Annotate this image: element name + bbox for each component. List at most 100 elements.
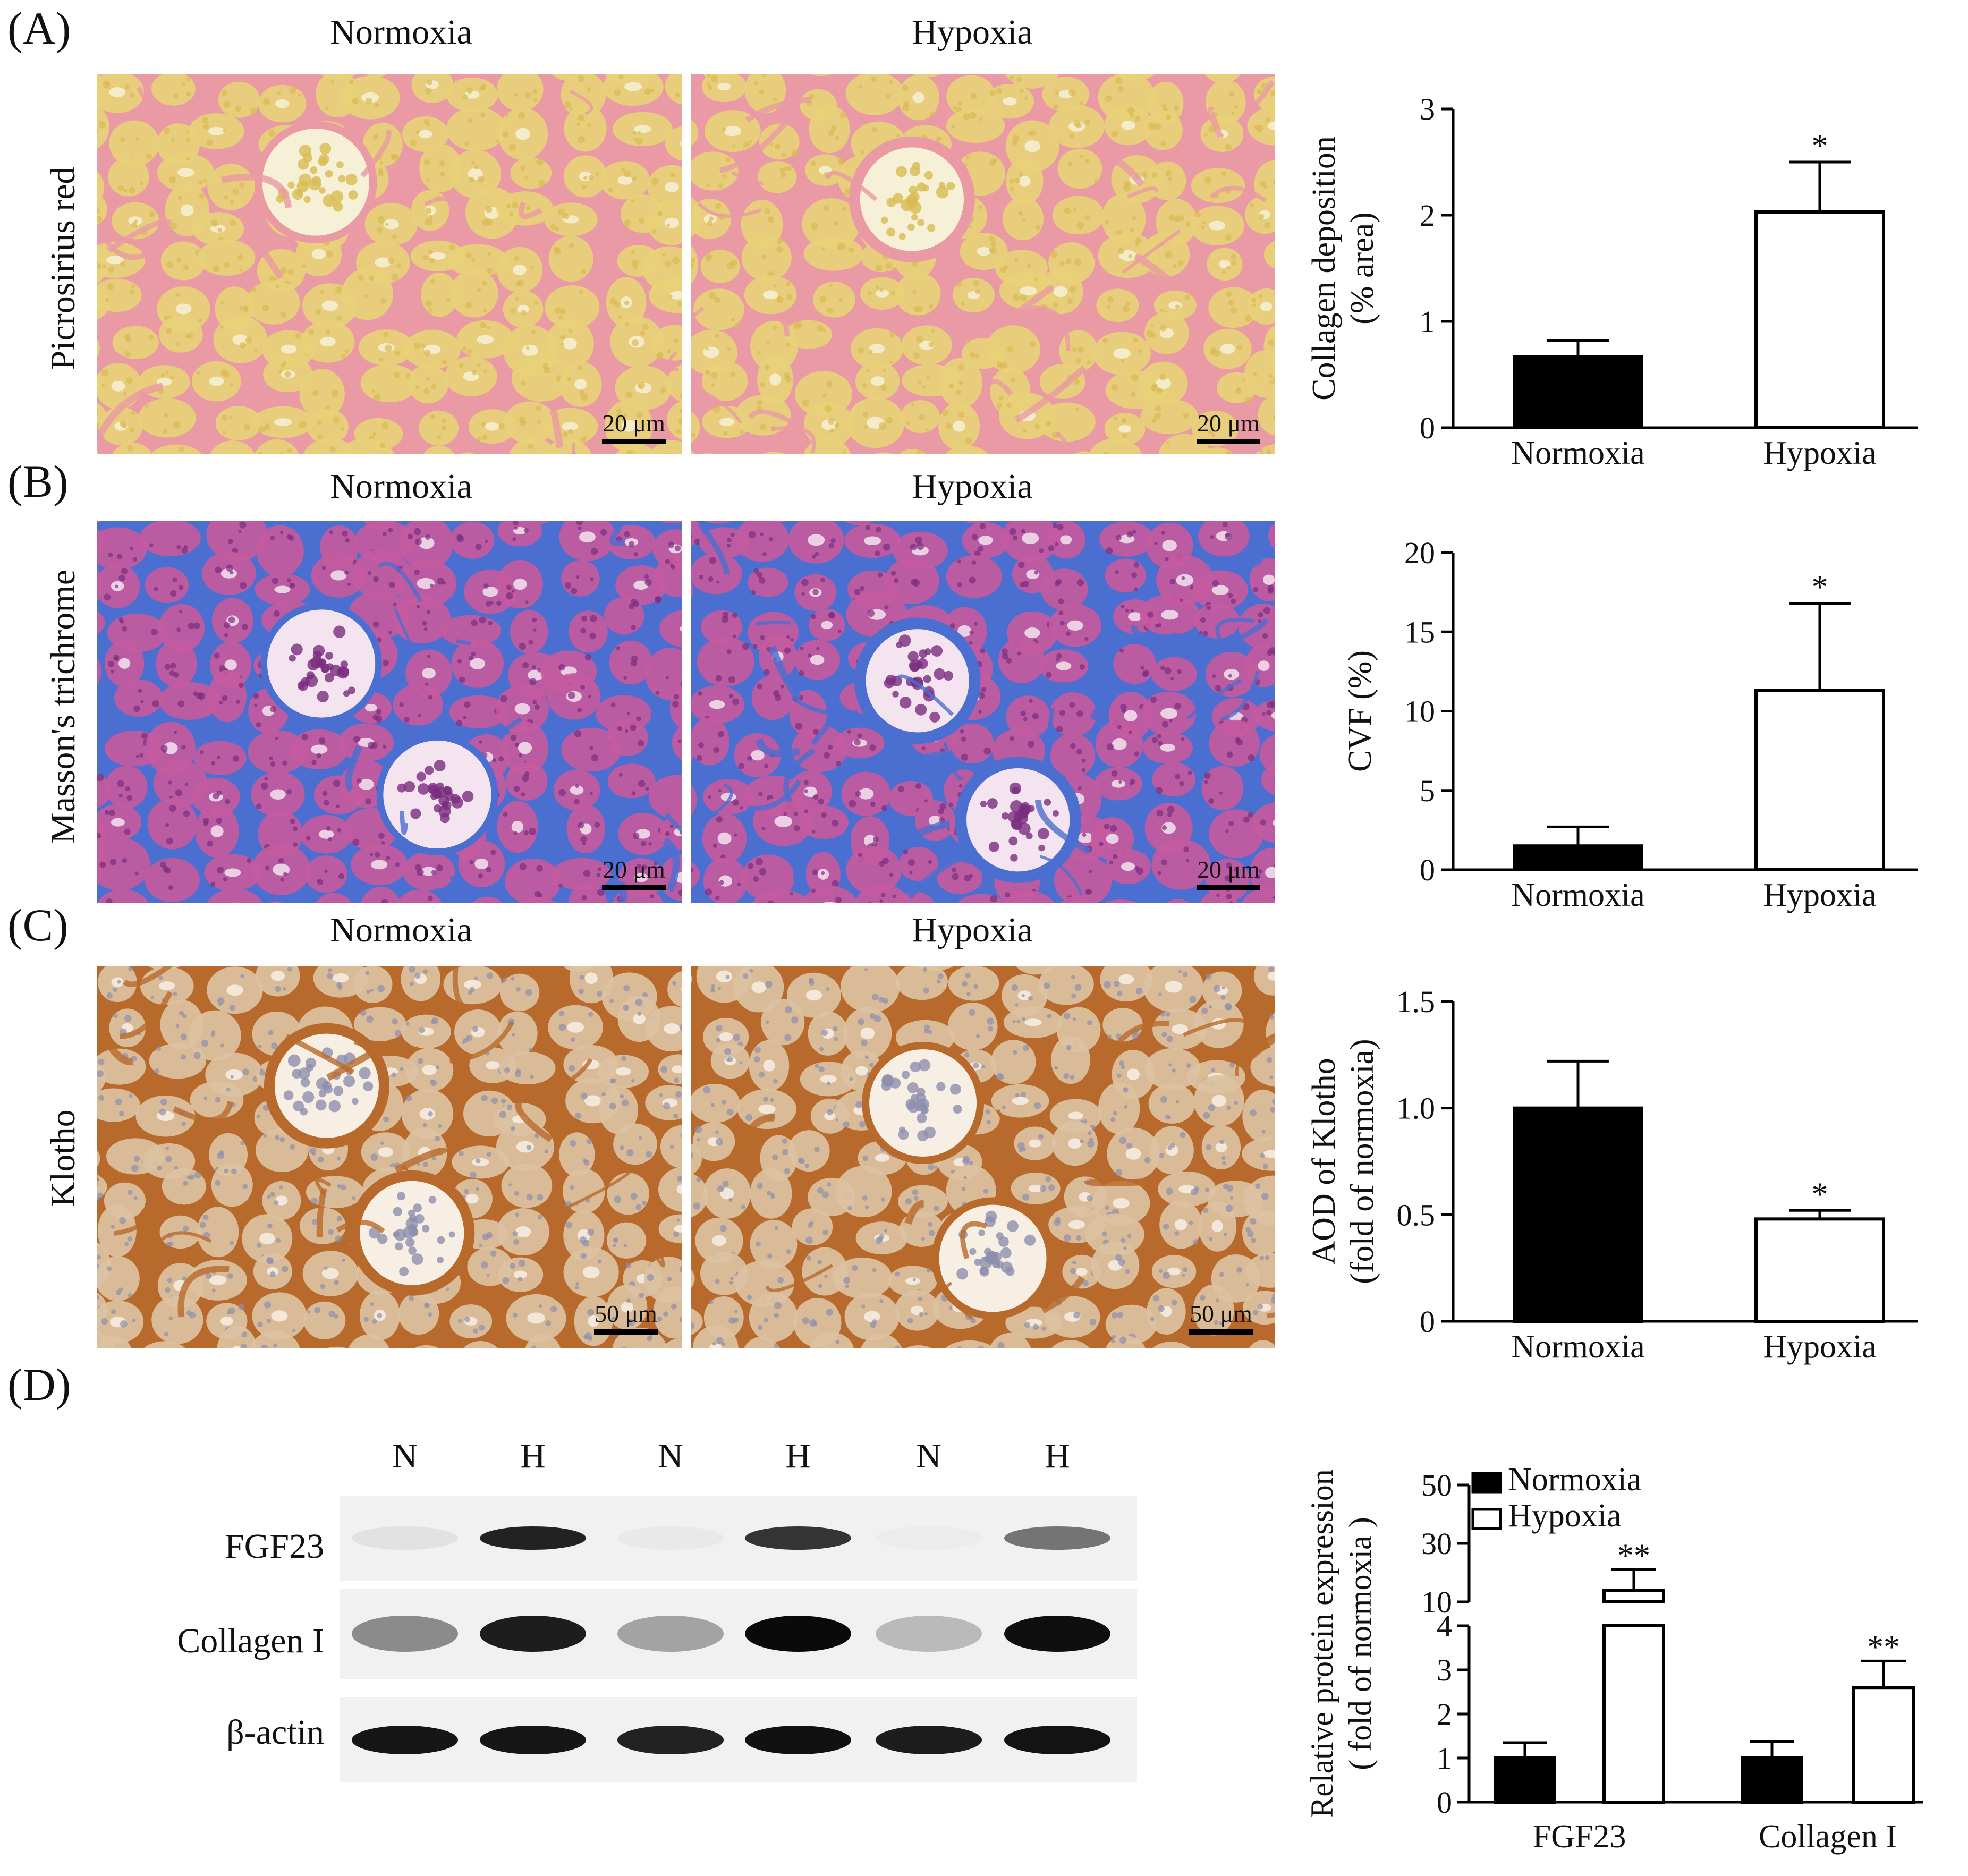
fiber-streak xyxy=(518,201,542,219)
tubule xyxy=(145,567,189,604)
nucleus xyxy=(978,546,984,552)
nucleus xyxy=(698,574,703,580)
tubule xyxy=(1242,1136,1275,1171)
nucleus xyxy=(277,919,283,924)
nucleus xyxy=(1169,59,1173,63)
nucleus xyxy=(166,328,172,334)
nucleus xyxy=(578,114,585,122)
nucleus xyxy=(704,934,707,937)
nucleus xyxy=(270,1192,275,1197)
nucleus xyxy=(725,157,731,162)
nucleus xyxy=(593,915,597,919)
nucleus xyxy=(811,555,816,559)
nucleus xyxy=(573,945,580,952)
nucleus xyxy=(536,158,544,166)
tubule-lumen xyxy=(523,937,536,947)
nucleus xyxy=(505,592,513,600)
fiber-streak xyxy=(745,96,812,123)
nucleus xyxy=(413,342,421,350)
nucleus xyxy=(660,387,666,393)
nucleus xyxy=(527,947,531,952)
nucleus xyxy=(87,624,92,629)
nucleus xyxy=(379,66,383,70)
nucleus xyxy=(644,579,652,587)
nucleus xyxy=(1140,666,1144,670)
nucleus xyxy=(728,676,735,683)
nucleus xyxy=(1275,486,1280,490)
nucleus xyxy=(1072,1017,1076,1021)
nucleus xyxy=(258,426,266,434)
nucleus xyxy=(953,106,957,110)
nucleus xyxy=(54,1226,60,1232)
nucleus xyxy=(708,292,716,300)
tubule xyxy=(844,521,874,526)
tubule-lumen xyxy=(226,984,243,996)
nucleus xyxy=(681,875,685,879)
nucleus xyxy=(1174,702,1181,710)
nucleus xyxy=(372,134,378,140)
nucleus xyxy=(595,172,599,176)
tubule xyxy=(233,74,236,75)
nucleus xyxy=(124,1015,132,1022)
tubule xyxy=(896,892,935,903)
nucleus xyxy=(884,1229,888,1233)
nucleus xyxy=(989,89,996,97)
nucleus xyxy=(775,945,782,951)
nucleus xyxy=(822,393,827,398)
tubule xyxy=(606,719,648,756)
nucleus xyxy=(249,1365,252,1369)
glomerulus-cell xyxy=(293,1100,304,1112)
nucleus xyxy=(654,919,659,924)
tubule-lumen xyxy=(274,52,290,60)
nucleus xyxy=(685,949,691,955)
nucleus xyxy=(230,383,234,387)
nucleus xyxy=(706,82,710,86)
tubule xyxy=(803,437,851,454)
nucleus xyxy=(527,515,532,520)
nucleus xyxy=(728,1317,736,1325)
nucleus xyxy=(235,105,242,112)
nucleus xyxy=(862,1155,869,1161)
nucleus xyxy=(554,56,561,63)
nucleus xyxy=(383,332,389,337)
nucleus xyxy=(586,1138,592,1144)
nucleus xyxy=(140,182,143,185)
nucleus xyxy=(238,682,244,689)
nucleus xyxy=(1258,214,1265,219)
fiber-streak xyxy=(791,695,859,716)
nucleus xyxy=(705,888,712,896)
nucleus xyxy=(558,788,566,796)
tubule-lumen xyxy=(419,1108,436,1120)
nucleus xyxy=(1069,133,1074,139)
glomerulus-cell xyxy=(898,634,911,647)
nucleus xyxy=(963,1176,967,1180)
nucleus xyxy=(669,930,675,935)
nucleus xyxy=(772,479,778,486)
nucleus xyxy=(418,714,421,717)
tubule-lumen xyxy=(756,936,770,946)
nucleus xyxy=(532,700,537,704)
nucleus xyxy=(1059,621,1065,626)
nucleus xyxy=(1266,919,1271,923)
nucleus xyxy=(671,509,676,515)
nucleus xyxy=(638,382,646,389)
tubule-lumen xyxy=(977,247,991,256)
nucleus xyxy=(879,861,885,867)
nucleus xyxy=(1193,491,1199,497)
tubule xyxy=(747,36,788,74)
nucleus xyxy=(821,247,825,250)
glomerulus-cell xyxy=(416,771,426,782)
tubule xyxy=(813,474,853,519)
tubule-lumen xyxy=(1019,175,1031,187)
nucleus xyxy=(1117,86,1124,92)
tubule-lumen xyxy=(666,43,682,54)
nucleus xyxy=(1058,598,1064,605)
nucleus xyxy=(102,264,106,268)
nucleus xyxy=(677,1175,682,1182)
nucleus xyxy=(618,910,622,914)
nucleus xyxy=(132,557,137,562)
tubule-lumen xyxy=(371,860,388,870)
nucleus xyxy=(376,709,382,715)
nucleus xyxy=(923,1029,929,1034)
nucleus xyxy=(1111,464,1117,470)
